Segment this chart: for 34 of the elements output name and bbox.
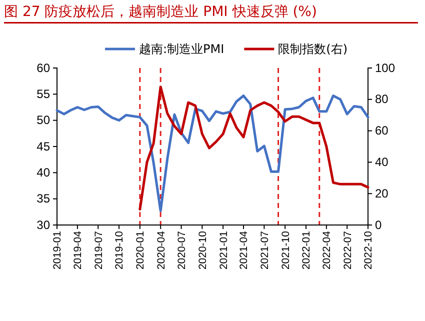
chart-title: 图 27 防疫放松后，越南制造业 PMI 快速反弹 (%) [4, 4, 317, 20]
x-tick-label: 2022-10 [362, 230, 375, 270]
y2-tick-label: 100 [375, 60, 396, 75]
x-tick-label: 2021-01 [218, 230, 230, 270]
y2-tick-label: 80 [375, 92, 389, 106]
y-tick-label: 45 [36, 139, 50, 154]
x-tick-label: 2020-01 [134, 230, 147, 270]
line-series [138, 86, 370, 211]
y2-tick-label: 40 [375, 155, 389, 170]
line-series [56, 94, 370, 212]
x-tick-label: 2022-04 [321, 230, 334, 270]
x-tick-label: 2022-01 [300, 230, 313, 270]
y-tick-label: 60 [36, 60, 50, 75]
y-tick-label: 50 [36, 113, 50, 128]
x-tick-label: 2022-07 [342, 230, 354, 270]
y-tick-label: 55 [36, 87, 50, 102]
x-tick-label: 2020-07 [176, 230, 188, 270]
x-tick-label: 2019-01 [52, 230, 64, 270]
x-tick-label: 2019-04 [72, 230, 84, 270]
x-tick-label: 2020-10 [196, 230, 209, 270]
y-tick-label: 35 [36, 192, 50, 206]
y2-tick-label: 20 [375, 186, 389, 200]
y-tick-label: 40 [36, 166, 50, 180]
y-tick-label: 30 [36, 218, 50, 232]
x-tick-label: 2020-04 [155, 230, 168, 270]
y2-tick-label: 60 [375, 124, 389, 138]
y2-tick-label: 0 [375, 218, 382, 232]
x-tick-label: 2019-07 [92, 230, 105, 270]
x-tick-label: 2019-10 [114, 230, 126, 270]
x-tick-label: 2021-04 [238, 230, 250, 270]
legend-label: 越南:制造业PMI [139, 42, 224, 56]
x-tick-label: 2021-07 [258, 230, 271, 270]
x-tick-label: 2021-10 [280, 230, 292, 270]
legend-label: 限制指数(右) [278, 42, 348, 56]
